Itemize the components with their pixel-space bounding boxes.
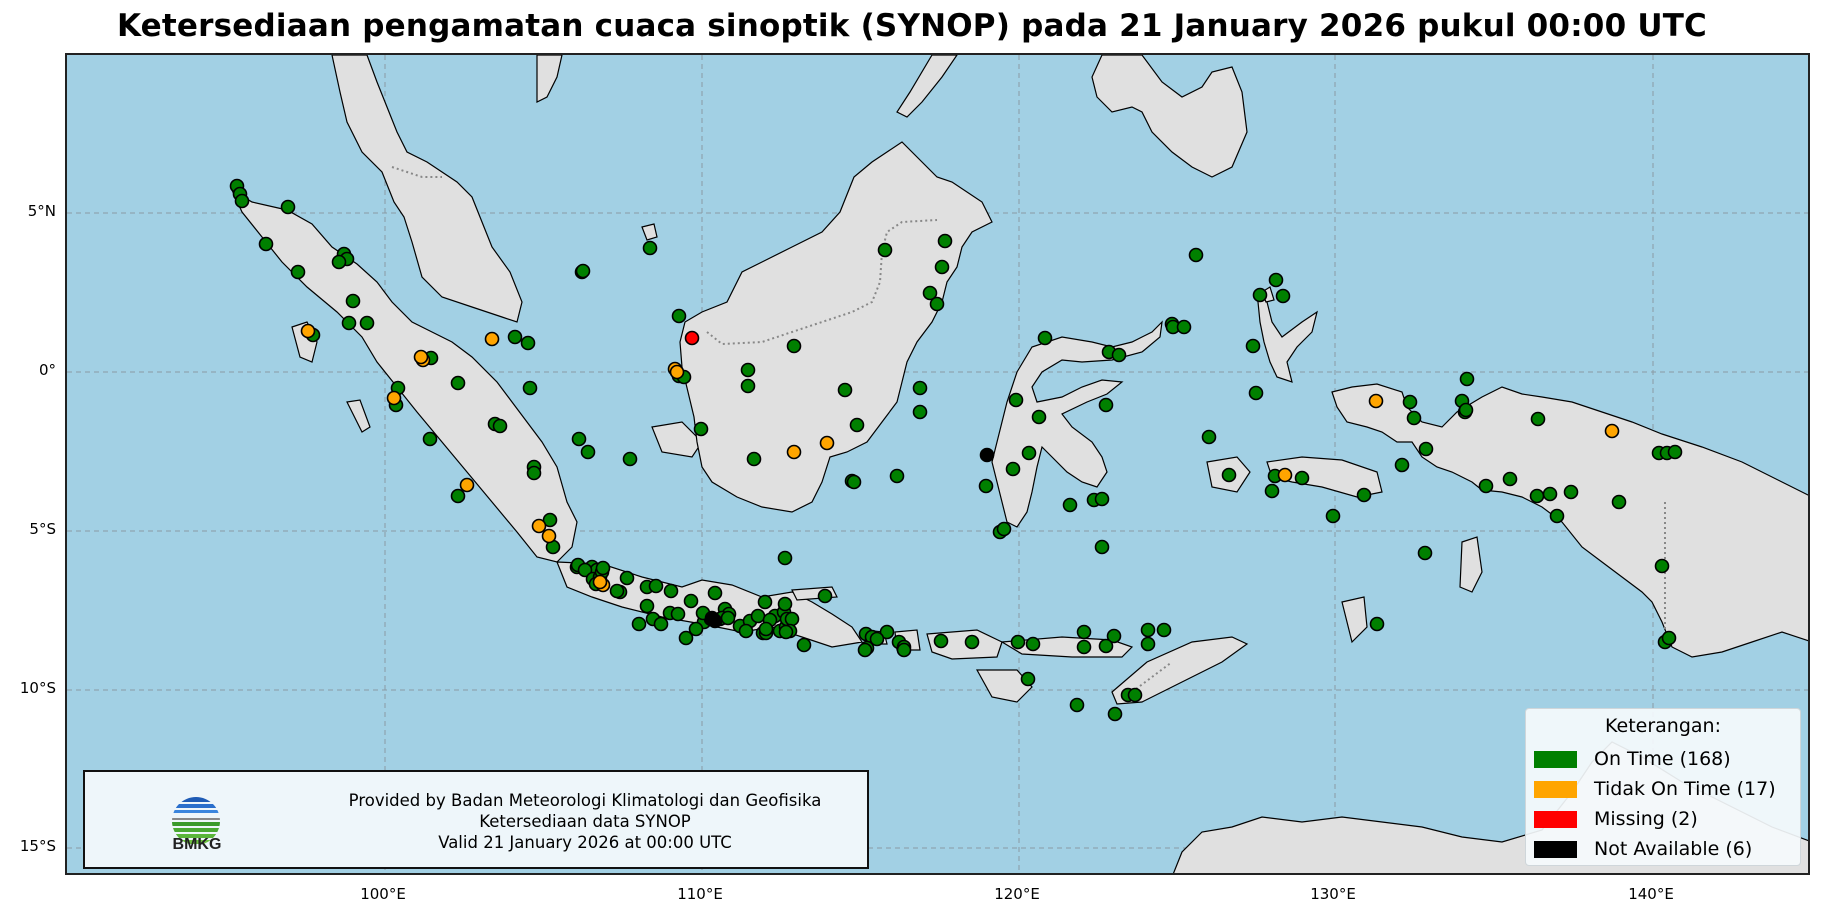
legend-label: Not Available (6) (1594, 838, 1753, 860)
legend-swatch-orange (1534, 780, 1577, 798)
lon-label-140e: 140°E (1628, 885, 1674, 903)
lon-label-100e: 100°E (360, 885, 406, 903)
land-sumatra (230, 188, 578, 563)
legend-label: Tidak On Time (17) (1594, 778, 1776, 800)
legend-item-on-time: On Time (168) (1534, 745, 1731, 773)
land-natuna (641, 223, 658, 241)
land-timor (1111, 636, 1249, 705)
country-borders (391, 166, 1666, 693)
credit-line-valid: Valid 21 January 2026 at 00:00 UTC (438, 833, 732, 852)
land-malay-peninsula (331, 55, 523, 323)
stations-missing (684, 330, 700, 346)
bmkg-logo-text: BMKG (172, 836, 222, 853)
legend-swatch-black (1534, 840, 1577, 858)
lat-label-0: 0° (38, 361, 56, 379)
legend-label: On Time (168) (1594, 748, 1731, 770)
land-tanimbar (1341, 596, 1368, 644)
lat-label-10s: 10°S (19, 679, 56, 697)
credit-text: Provided by Badan Meteorologi Klimatolog… (305, 790, 865, 853)
legend-title: Keterangan: (1605, 715, 1721, 737)
land-new-guinea (1331, 383, 1808, 658)
land-borneo (679, 141, 993, 513)
legend: Keterangan: On Time (168) Tidak On Time … (1525, 708, 1801, 866)
stations-tidak-on-time (300, 323, 1620, 593)
credit-box: BMKG Provided by Badan Meteorologi Klima… (83, 770, 869, 869)
land-palawan (896, 55, 958, 118)
map-title: Ketersediaan pengamatan cuaca sinoptik (… (116, 8, 1708, 44)
lat-label-5n: 5°N (27, 202, 56, 220)
legend-label: Missing (2) (1594, 808, 1698, 830)
stations (229, 178, 1683, 722)
credit-line-provider: Provided by Badan Meteorologi Klimatolog… (348, 791, 822, 810)
lat-label-5s: 5°S (29, 520, 56, 538)
lon-label-110e: 110°E (677, 885, 723, 903)
land-aru (1459, 536, 1483, 593)
credit-line-dataset: Ketersediaan data SYNOP (479, 812, 691, 831)
legend-item-missing: Missing (2) (1534, 805, 1698, 833)
land-bangka (651, 421, 703, 458)
land-mindanao (1091, 55, 1248, 178)
lon-label-120e: 120°E (994, 885, 1040, 903)
legend-swatch-green (1534, 750, 1577, 768)
stations-not-available (705, 447, 995, 629)
lat-label-15s: 15°S (19, 837, 56, 855)
land-sumba (975, 669, 1033, 703)
map-area[interactable] (65, 53, 1810, 875)
land-siberut (346, 399, 371, 433)
bmkg-logo-icon (172, 797, 220, 844)
legend-swatch-red (1534, 810, 1577, 828)
land-halmahera (1256, 290, 1318, 383)
legend-item-tidak-on-time: Tidak On Time (17) (1534, 775, 1776, 803)
land-sulawesi (991, 320, 1163, 528)
lon-label-130e: 130°E (1310, 885, 1356, 903)
land-andaman (536, 55, 563, 103)
legend-item-not-available: Not Available (6) (1534, 835, 1752, 863)
